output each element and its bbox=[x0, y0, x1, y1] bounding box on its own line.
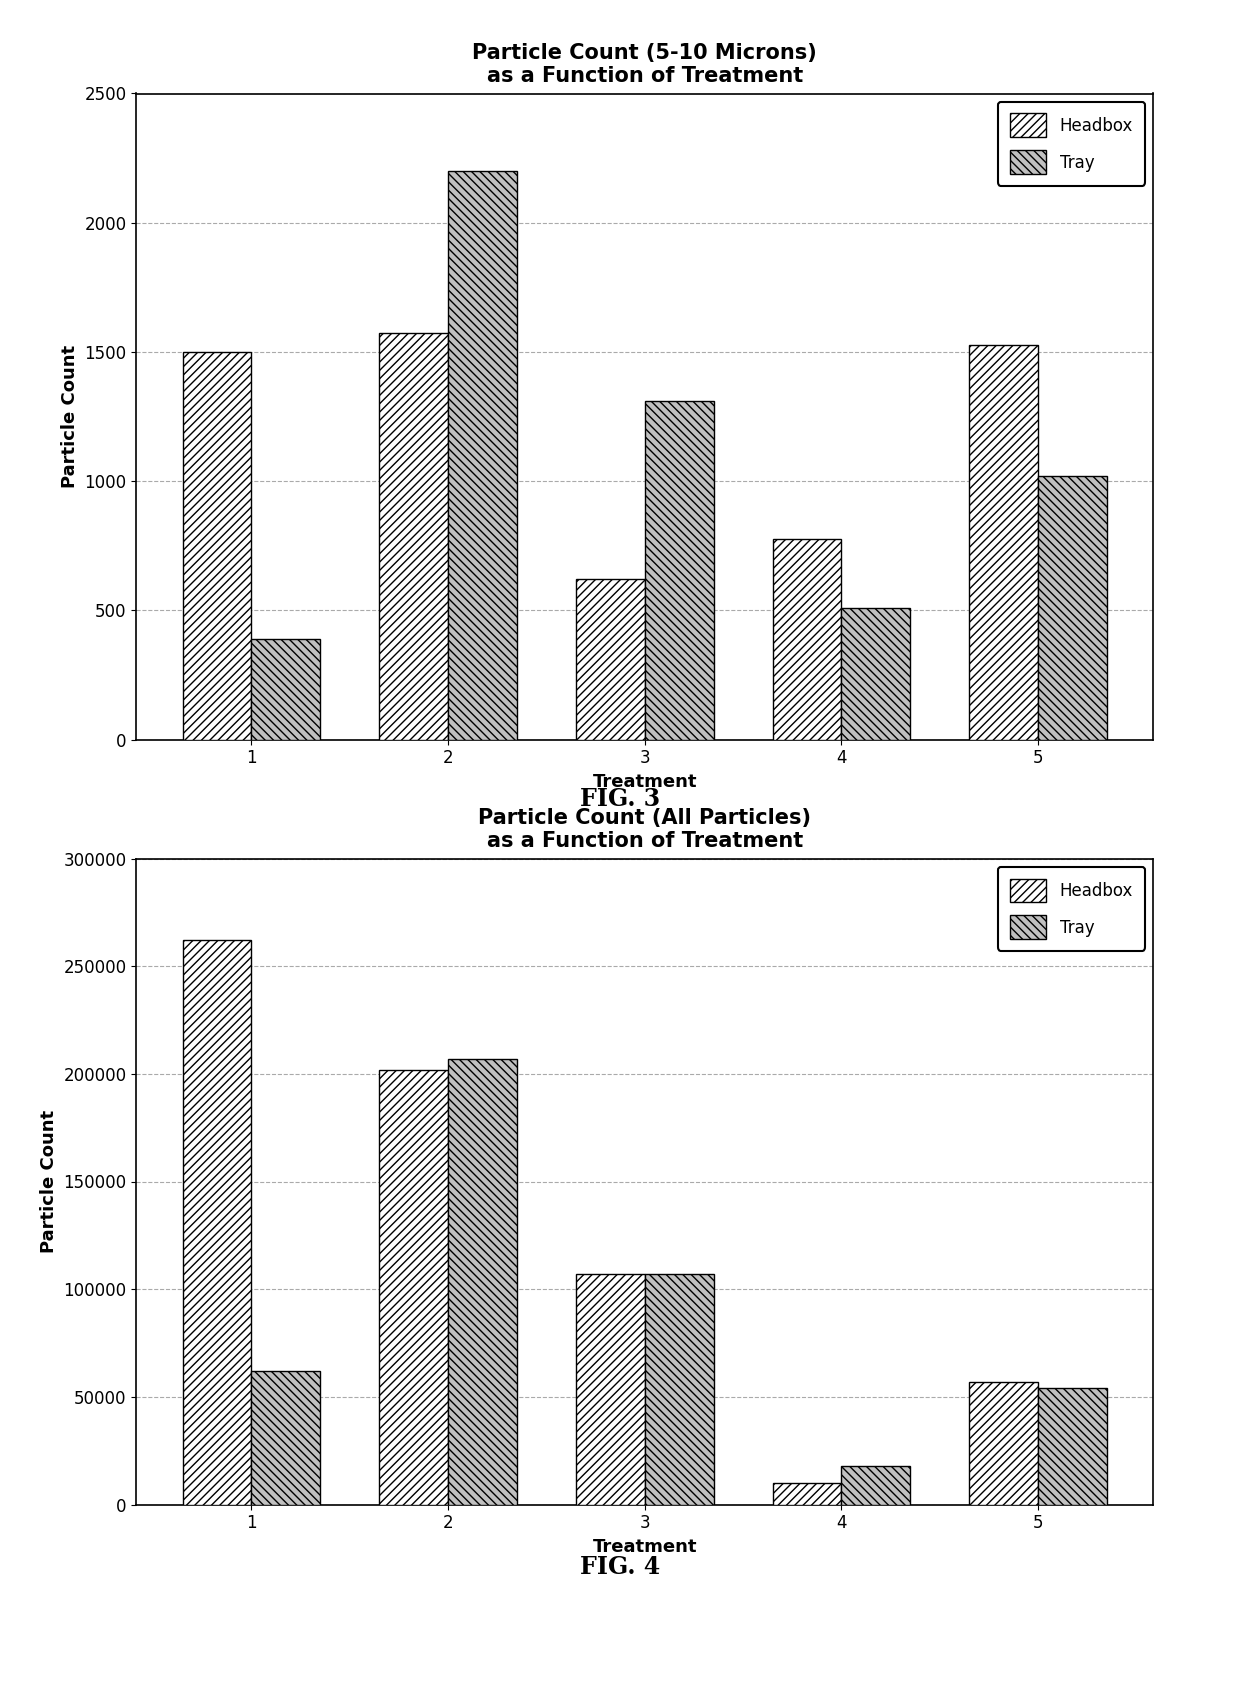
Legend: Headbox, Tray: Headbox, Tray bbox=[998, 867, 1145, 950]
Bar bbox=[379, 333, 448, 740]
Bar bbox=[575, 580, 645, 740]
Bar bbox=[645, 401, 714, 740]
Bar bbox=[448, 172, 517, 740]
Bar bbox=[842, 1465, 910, 1505]
Y-axis label: Particle Count: Particle Count bbox=[40, 1110, 58, 1253]
Bar bbox=[970, 1382, 1038, 1504]
Bar bbox=[1038, 476, 1107, 740]
Bar bbox=[773, 1482, 842, 1504]
Bar bbox=[842, 607, 910, 740]
Bar bbox=[1038, 1389, 1107, 1504]
Title: Particle Count (All Particles)
as a Function of Treatment: Particle Count (All Particles) as a Func… bbox=[479, 808, 811, 852]
Bar bbox=[773, 539, 842, 740]
Text: FIG. 4: FIG. 4 bbox=[580, 1556, 660, 1579]
Bar bbox=[182, 940, 252, 1504]
Bar bbox=[970, 345, 1038, 740]
Text: FIG. 3: FIG. 3 bbox=[580, 787, 660, 811]
Bar bbox=[575, 1273, 645, 1504]
Legend: Headbox, Tray: Headbox, Tray bbox=[998, 102, 1145, 185]
Bar bbox=[379, 1069, 448, 1504]
Title: Particle Count (5-10 Microns)
as a Function of Treatment: Particle Count (5-10 Microns) as a Funct… bbox=[472, 42, 817, 87]
X-axis label: Treatment: Treatment bbox=[593, 1538, 697, 1556]
X-axis label: Treatment: Treatment bbox=[593, 774, 697, 790]
Bar bbox=[645, 1273, 714, 1504]
Bar bbox=[252, 639, 320, 740]
Bar bbox=[252, 1370, 320, 1504]
Y-axis label: Particle Count: Particle Count bbox=[61, 345, 79, 488]
Bar bbox=[182, 352, 252, 740]
Bar bbox=[448, 1059, 517, 1504]
